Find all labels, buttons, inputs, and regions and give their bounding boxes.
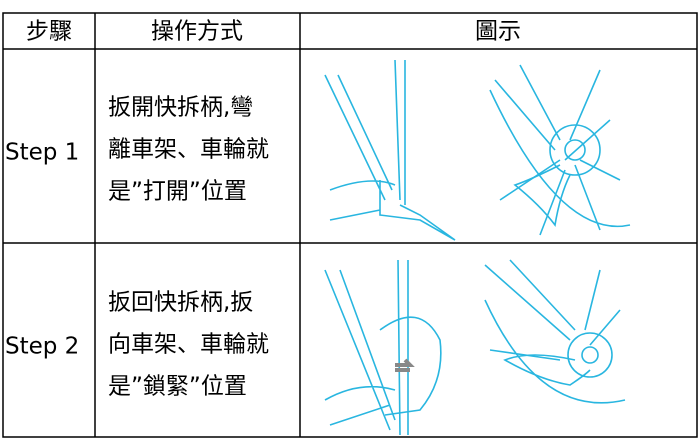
header-cell: 操作方式 — [151, 19, 243, 45]
step-label: Step 2 — [5, 334, 79, 360]
step-text: 向車架、車輪就 — [108, 332, 269, 358]
step-text: 離車架、車輪就 — [108, 137, 269, 163]
illustration — [324, 259, 626, 436]
step-text: 扳回快拆柄,扳 — [108, 290, 253, 316]
step-label: Step 1 — [5, 140, 79, 166]
table-border — [2, 12, 698, 438]
header-cell: 步驟 — [26, 19, 72, 45]
step-text: 扳開快拆柄,彎 — [108, 95, 253, 121]
illustration — [324, 59, 631, 241]
table-grid — [2, 12, 698, 438]
step-text: 是”鎖緊”位置 — [108, 374, 247, 400]
header-cell: 圖示 — [475, 19, 521, 45]
step-text: 是”打開”位置 — [108, 179, 247, 205]
